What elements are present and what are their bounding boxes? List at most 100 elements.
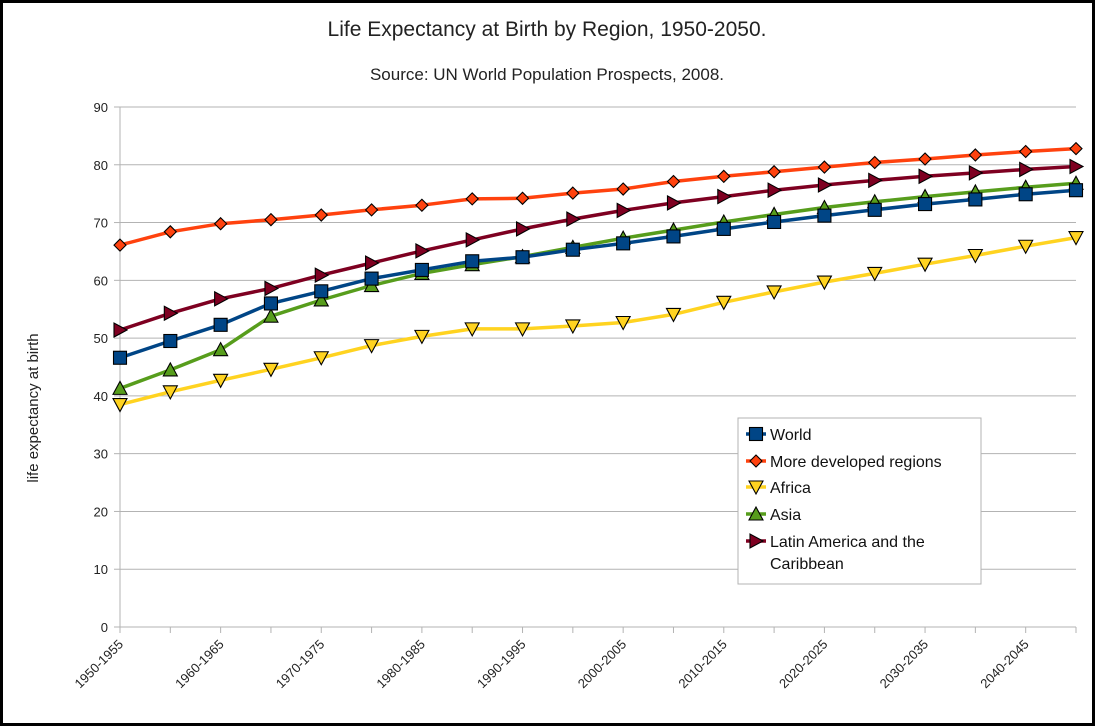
data-point [414, 262, 429, 277]
data-point [363, 339, 380, 354]
y-tick-label: 80 [94, 158, 108, 173]
data-point [717, 169, 731, 184]
data-point [364, 271, 379, 286]
data-point [616, 202, 632, 219]
data-point [766, 285, 783, 301]
data-point [767, 214, 782, 230]
data-point [163, 333, 178, 349]
y-tick-label: 70 [94, 216, 108, 231]
data-point [113, 238, 127, 252]
y-axis-label: life expectancy at birth [25, 333, 42, 482]
data-point [313, 291, 330, 307]
data-point [767, 164, 781, 179]
series-line [119, 235, 1077, 407]
data-point [465, 192, 479, 206]
axes [114, 106, 1077, 633]
legend-item: Asia [746, 505, 801, 524]
data-point [514, 322, 531, 338]
legend-item: More developed regions [746, 454, 942, 471]
data-point [263, 296, 278, 311]
y-tick-label: 30 [94, 447, 108, 462]
data-point [515, 220, 531, 237]
legend-label: Asia [770, 507, 801, 524]
data-point [162, 361, 179, 377]
series-line [119, 164, 1077, 332]
data-point [615, 315, 632, 331]
x-tick-label: 1980-1985 [373, 637, 428, 692]
y-tick-label: 10 [94, 562, 108, 577]
x-tick-labels: 1950-1955 1960-1965 1970-1975 1980-1985 1990… [72, 637, 1032, 692]
data-point [565, 242, 580, 257]
legend-box [737, 417, 982, 585]
data-point [365, 255, 380, 271]
data-point [564, 319, 581, 335]
series-latin-america-and-the-caribbean [113, 158, 1085, 338]
data-point [967, 248, 984, 264]
data-point [113, 322, 129, 338]
chart-title: Life Expectancy at Birth by Region, 1950… [328, 18, 767, 41]
data-point [213, 317, 228, 332]
data-point [1069, 141, 1083, 156]
data-point [515, 191, 530, 206]
x-tick-label: 2010-2015 [675, 637, 730, 692]
data-point [716, 221, 731, 236]
x-tick-label: 2030-2035 [877, 637, 932, 692]
legend-label: More developed regions [770, 454, 942, 471]
data-point [717, 188, 732, 205]
data-point [917, 257, 933, 273]
series-layer [112, 141, 1085, 413]
legend-item: Africa [746, 480, 811, 497]
legend-marker [748, 426, 764, 442]
x-tick-label: 2040-2045 [977, 637, 1032, 692]
data-point [968, 164, 984, 181]
data-point [313, 351, 330, 366]
series-asia [112, 175, 1084, 395]
data-point [968, 148, 983, 162]
data-point [465, 231, 481, 248]
y-tick-label: 60 [94, 273, 108, 288]
grid [120, 106, 1076, 628]
data-point [413, 329, 430, 345]
data-point [666, 174, 681, 189]
x-tick-label: 1970-1975 [273, 637, 328, 692]
data-point [666, 194, 682, 211]
data-point [1018, 144, 1033, 159]
series-line [119, 188, 1077, 360]
data-point [817, 160, 832, 174]
legend-label: Caribbean [770, 556, 844, 573]
data-point [666, 229, 681, 244]
data-point [314, 208, 329, 222]
data-point [1017, 239, 1034, 255]
data-point [867, 202, 882, 217]
legend-marker [749, 454, 763, 468]
data-point [163, 225, 178, 239]
data-point [464, 322, 481, 338]
series-more-developed-regions [113, 141, 1083, 252]
data-point [816, 275, 833, 291]
x-tick-label: 1960-1965 [172, 637, 227, 692]
data-point [515, 250, 530, 265]
series-line [119, 181, 1077, 391]
data-point [112, 350, 128, 365]
data-point [263, 307, 279, 323]
series-africa [112, 231, 1084, 413]
data-point [465, 254, 480, 269]
data-point [918, 197, 933, 212]
data-point [263, 362, 279, 378]
data-point [415, 198, 429, 213]
chart-subtitle: Source: UN World Population Prospects, 2… [370, 65, 724, 84]
data-point [314, 284, 329, 299]
data-point [213, 216, 228, 231]
data-point [918, 152, 932, 166]
series-line [119, 146, 1077, 247]
data-point [364, 203, 379, 217]
legend-marker [748, 505, 764, 521]
data-point [665, 307, 682, 323]
legend-item: World [746, 426, 812, 444]
data-point [817, 177, 833, 193]
data-point [867, 155, 882, 170]
data-point [264, 280, 280, 297]
data-point [212, 341, 229, 357]
data-point [715, 295, 732, 311]
